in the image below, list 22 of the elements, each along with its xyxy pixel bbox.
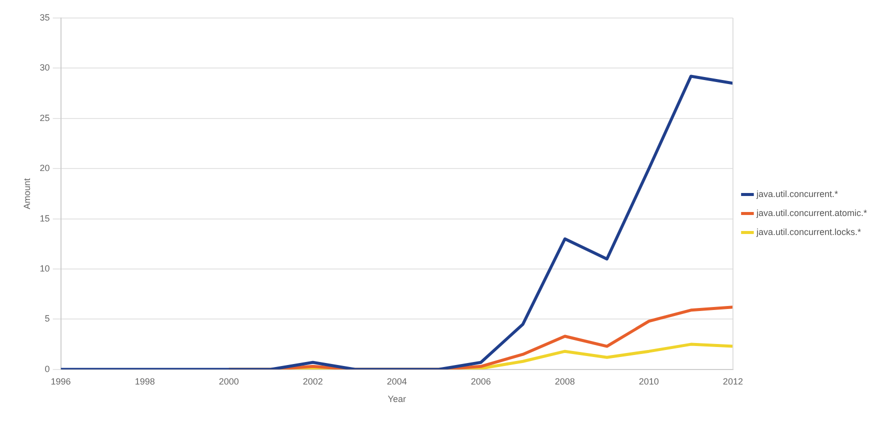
x-tick-label: 2010 [638, 376, 659, 386]
y-tick-label: 5 [44, 314, 50, 324]
x-tick-label: 2008 [554, 376, 575, 386]
x-tick-label: 2000 [218, 376, 239, 386]
x-tick-label: 2002 [302, 376, 323, 386]
x-tick-label: 2012 [722, 376, 743, 386]
y-axis-title: Amount [22, 178, 32, 210]
y-tick-label: 10 [40, 263, 50, 274]
x-tick-label: 2004 [386, 376, 407, 386]
x-axis-title: Year [388, 394, 406, 404]
x-tick-label: 1996 [50, 376, 71, 386]
legend-label: java.util.concurrent.* [755, 188, 838, 199]
y-tick-label: 20 [40, 163, 50, 174]
y-tick-label: 0 [44, 364, 50, 374]
y-tick-label: 15 [40, 213, 50, 224]
y-tick-label: 30 [40, 62, 50, 73]
y-tick-label: 25 [40, 112, 50, 123]
y-tick-label: 35 [40, 12, 50, 22]
legend-label: java.util.concurrent.locks.* [755, 226, 862, 237]
legend-label: java.util.concurrent.atomic.* [755, 208, 868, 218]
x-tick-label: 1998 [134, 376, 155, 386]
x-tick-label: 2006 [470, 376, 491, 386]
